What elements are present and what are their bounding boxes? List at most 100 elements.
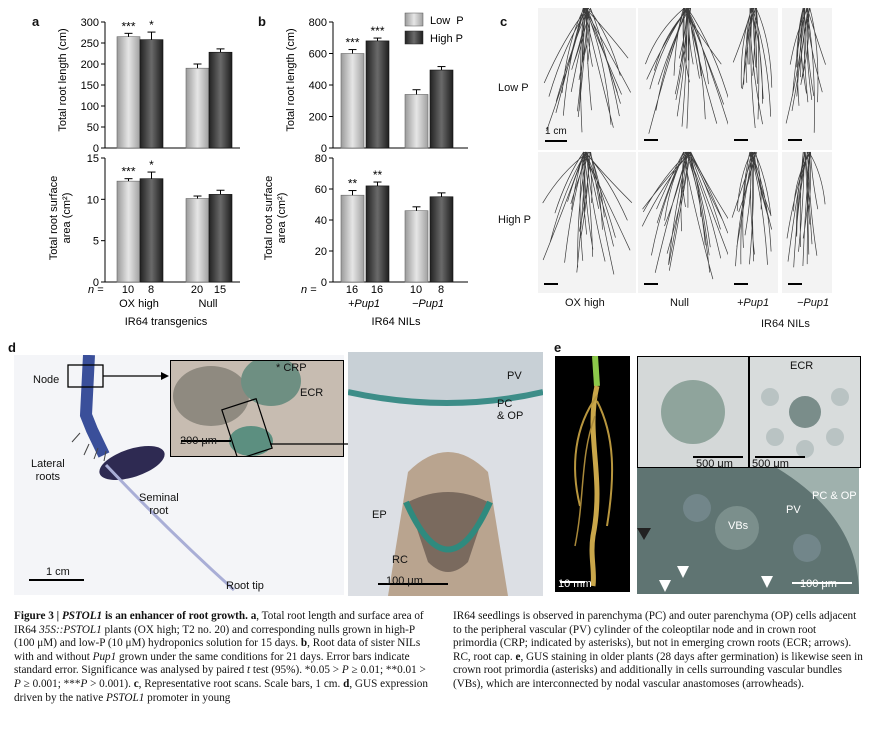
e-crp-inset-photo (637, 356, 749, 468)
caption-run: Pup1 (92, 650, 117, 663)
caption-run: ≥ 0.001; *** (20, 677, 81, 690)
y-tick-label: 0 (321, 143, 327, 155)
e-ecr-label: ECR (790, 360, 814, 372)
e-scale-1: 500 μm (696, 458, 733, 470)
bar (365, 40, 390, 149)
d-seedling-photo (14, 355, 344, 595)
b-xlabel: IR64 NILs (372, 316, 421, 328)
b-bottom-ylabel-l1: Total root surface (263, 176, 275, 260)
y-tick-label: 40 (315, 215, 327, 227)
e-scale-plant: 10 mm (558, 578, 592, 590)
b-n-1: 16 (346, 284, 358, 296)
c-group-label: IR64 NILs (761, 318, 810, 330)
caption-run: a (250, 610, 257, 622)
root-lines (785, 8, 826, 133)
a-bottom-ylabel-l1: Total root surface (48, 176, 60, 260)
caption-run: d (343, 677, 350, 690)
root-scans-grid (538, 8, 832, 293)
panel-letter-a: a (32, 14, 40, 29)
caption-run: P (14, 677, 21, 690)
y-tick-label: 200 (81, 59, 99, 71)
panel-letter-c: c (500, 14, 508, 29)
a-n-1: 10 (122, 284, 134, 296)
c-col-ox-high: OX high (565, 297, 605, 309)
d-rc-label: RC (392, 554, 408, 566)
bar (139, 178, 164, 283)
caption-run: e (515, 650, 521, 663)
y-tick-label: 0 (93, 277, 99, 289)
d-node-inset-photo (170, 360, 344, 457)
scale-bar (788, 139, 802, 141)
y-tick-label: 60 (315, 184, 327, 196)
c-scale-bar (545, 140, 567, 142)
bar (404, 94, 429, 149)
caption-run: PSTOL1 (61, 610, 103, 622)
d-node-label: Node (33, 374, 60, 386)
scale-bar (544, 283, 558, 285)
y-tick-label: 5 (93, 236, 99, 248)
e-pcop-label: PC & OP (812, 490, 857, 502)
y-tick-label: 50 (87, 122, 99, 134)
e-crp-drawing (661, 380, 743, 458)
caption-run: P (80, 677, 88, 690)
bar (139, 39, 164, 149)
caption-run: c (133, 677, 139, 690)
a-n-prefix: n = (88, 284, 104, 296)
d-pc-label: PC (497, 398, 513, 410)
d-micro-drawing (348, 352, 543, 596)
d-pv-label: PV (507, 370, 522, 382)
root-lines (732, 8, 773, 129)
caption-run: Figure 3 | (14, 610, 62, 622)
e-vbs-label: VBs (728, 520, 749, 532)
a-n-3: 20 (191, 284, 203, 296)
e-ecr-drawing (755, 388, 849, 458)
d-ep-label: EP (372, 509, 387, 521)
bar (208, 51, 233, 149)
significance-marker: *** (121, 165, 135, 179)
root-lines (645, 8, 732, 134)
a-bottom-ylabel-l2: area (cm²) (61, 193, 73, 244)
bar (340, 194, 365, 283)
caption-run: , Total root length and surface area of … (14, 610, 424, 636)
legend-swatch-high (404, 30, 424, 45)
root-lines (641, 151, 731, 280)
caption-run: test (95%). *0.05 > (250, 664, 342, 677)
bar (116, 180, 141, 283)
d-root-tip-label: Root tip (226, 580, 264, 592)
d-seminal-label: Seminal (139, 492, 179, 504)
significance-marker: *** (121, 19, 135, 33)
chart-b-top: 0 200 400 600 800 *** *** (309, 17, 468, 155)
d-lateral-roots-label: Lateral roots (31, 458, 65, 484)
root-scan-cells (538, 8, 832, 293)
d-op-label: & OP (497, 410, 524, 422)
d-ecr-label: ECR (300, 387, 324, 399)
legend-swatch-low (404, 12, 424, 27)
significance-marker: *** (370, 24, 384, 38)
caption-left: Figure 3 | PSTOL1 is an enhancer of root… (14, 610, 434, 705)
root-lines (786, 151, 826, 268)
caption-run: plants (OX high; T2 no. 20) and correspo… (14, 623, 415, 650)
significance-marker: * (149, 158, 154, 172)
e-vascular-drawing (637, 468, 859, 594)
scale-bar (644, 283, 658, 285)
scale-bar (734, 283, 748, 285)
d-scale-main: 1 cm (46, 566, 70, 578)
d-scale-micro: 100 μm (386, 575, 423, 587)
d-micrograph-photo (348, 352, 543, 596)
b-bottom-ylabel-l2: area (cm²) (276, 193, 288, 244)
c-scale-label: 1 cm (545, 126, 567, 137)
y-tick-label: 150 (81, 80, 99, 92)
panel-letter-e: e (554, 340, 562, 355)
d-scale-inset: 200 μm (180, 435, 217, 447)
d-roots-label: roots (35, 471, 61, 483)
caption-run: IR64 seedlings is observed in parenchyma… (453, 610, 857, 663)
e-plant-photo (555, 356, 630, 592)
root-lines (543, 8, 632, 133)
a-group-1: OX high (119, 298, 159, 310)
chart-b-bottom: 0 20 40 60 80 ** ** (315, 153, 468, 289)
e-scale-2: 500 μm (752, 458, 789, 470)
bar (116, 36, 141, 149)
